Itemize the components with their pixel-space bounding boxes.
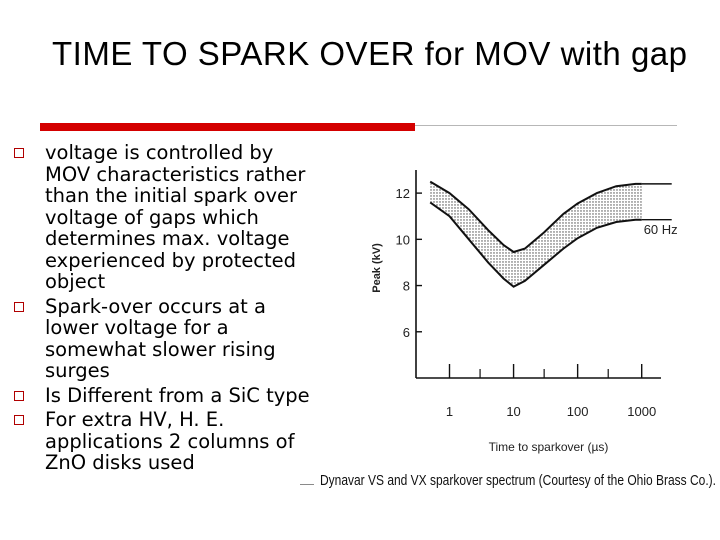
annotation-60hz: 60 Hz — [644, 222, 678, 237]
square-bullet-icon — [14, 301, 24, 312]
square-bullet-icon — [14, 390, 24, 401]
slide-title: TIME TO SPARK OVER for MOV with gap — [52, 35, 688, 72]
bottom-divider-line — [300, 484, 314, 485]
band-lower-curve — [429, 201, 642, 288]
y-tick-label: 12 — [396, 186, 410, 201]
bullet-text: voltage is controlled by MOV characteris… — [45, 141, 306, 293]
y-axis-label: Peak (kV) — [371, 243, 383, 293]
band-upper-curve — [429, 180, 642, 254]
square-bullet-icon — [14, 415, 24, 425]
y-tick-label: 8 — [403, 279, 410, 294]
x-tick-label: 1000 — [627, 404, 656, 419]
bullet-item: Spark-over occurs at a lower voltage for… — [14, 294, 314, 382]
y-tick-label: 6 — [403, 325, 410, 340]
y-tick-label: 10 — [396, 232, 410, 247]
square-bullet-icon — [14, 148, 24, 158]
x-tick-label: 10 — [506, 404, 520, 419]
figure-caption: Dynavar VS and VX sparkover spectrum (Co… — [320, 472, 716, 489]
x-tick-label: 1 — [446, 404, 453, 419]
bullet-text: For extra HV, H. E. applications 2 colum… — [45, 408, 295, 474]
bullet-item: For extra HV, H. E. applications 2 colum… — [14, 409, 314, 474]
bullet-item: voltage is controlled by MOV characteris… — [14, 142, 314, 293]
bullet-text: Is Different from a SiC type — [45, 383, 310, 407]
sparkover-band-area — [430, 181, 642, 287]
bullet-item: Is Different from a SiC type — [14, 383, 314, 407]
bullet-text: Spark-over occurs at a lower voltage for… — [45, 294, 276, 382]
sparkover-chart: 6 8 10 12 1 10 100 1000 60 Hz Peak (kV) Time to sp… — [320, 170, 716, 489]
title-accent-bar — [40, 123, 415, 131]
bullet-list: voltage is controlled by MOV characteris… — [14, 142, 314, 477]
x-tick-label: 100 — [567, 404, 589, 419]
x-axis-label: Time to sparkover (µs) — [489, 440, 609, 454]
